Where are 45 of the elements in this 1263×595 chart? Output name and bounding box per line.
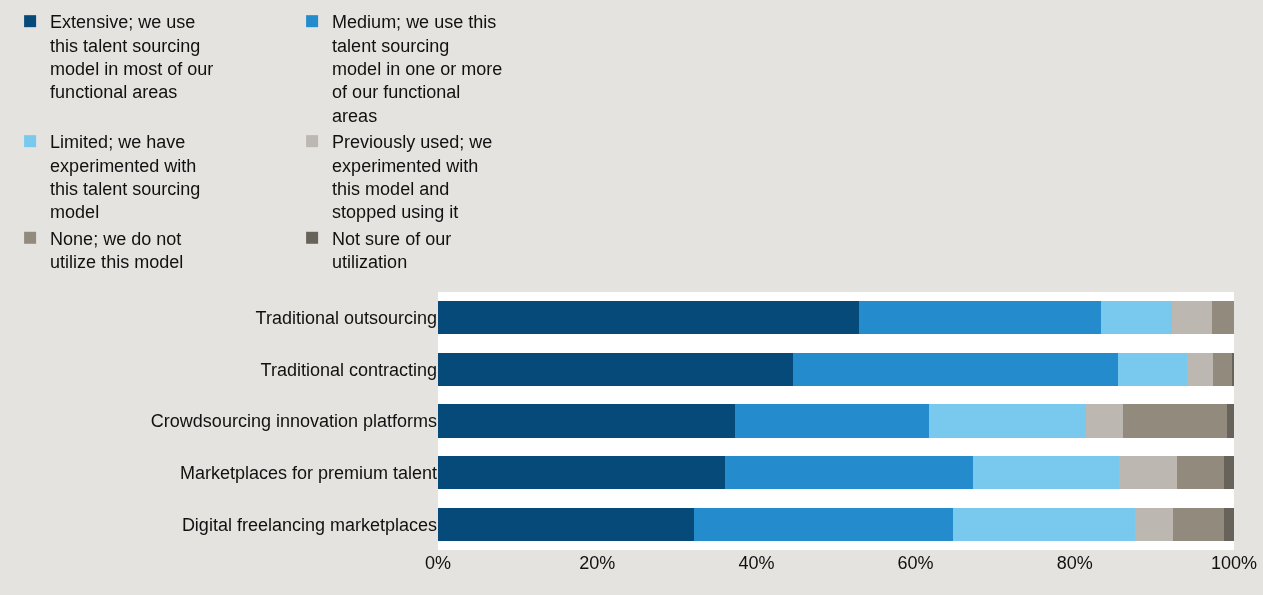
bar	[725, 456, 973, 490]
y-tick-label: Crowdsourcing innovation platforms	[150, 411, 437, 432]
bar	[1213, 352, 1232, 386]
bar	[1224, 507, 1234, 541]
bar	[438, 456, 726, 490]
bar	[694, 507, 954, 541]
bar	[1177, 456, 1224, 490]
x-tick-label: 80%	[1056, 553, 1093, 573]
bar	[859, 301, 1102, 335]
legend-label: Not sure of our utilization	[332, 228, 452, 273]
bar	[793, 352, 1118, 386]
bar	[1119, 456, 1178, 490]
bar	[438, 507, 695, 541]
bar	[1211, 301, 1234, 335]
legend-label: Limited; we have experimented with this talent sourcing model	[50, 132, 201, 223]
bar	[953, 507, 1136, 541]
legend-label: None; we do not utilize this model	[50, 228, 184, 273]
bar	[438, 352, 794, 386]
legend-label: Medium; we use this talent sourcing model in one or more of our functional areas	[332, 12, 503, 126]
bar	[734, 404, 930, 438]
bar	[1223, 456, 1234, 490]
x-tick-label: 100%	[1210, 553, 1258, 573]
bar	[1172, 507, 1225, 541]
y-tick-label: Traditional contracting	[260, 359, 437, 380]
x-tick-label: 60%	[897, 553, 934, 573]
y-tick-label: Marketplaces for premium talent	[179, 462, 437, 483]
bar	[438, 301, 860, 335]
x-tick-label: 40%	[738, 553, 775, 573]
bar	[1101, 301, 1172, 335]
bar	[1122, 404, 1227, 438]
legend-label: Previously used; we experimented with this model and stopped using it	[332, 132, 493, 223]
x-tick-label: 20%	[579, 553, 616, 573]
bar	[1085, 404, 1123, 438]
bar	[1117, 352, 1188, 386]
bar	[972, 456, 1120, 490]
bar	[929, 404, 1086, 438]
y-tick-label: Digital freelancing marketplaces	[181, 514, 437, 535]
bar	[438, 404, 735, 438]
bar	[1135, 507, 1173, 541]
y-tick-label: Traditional outsourcing	[255, 308, 437, 329]
bar	[1187, 352, 1214, 386]
legend-label: Extensive; we use this talent sourcing model in most of our functional areas	[50, 12, 214, 103]
bar	[1226, 404, 1234, 438]
x-tick-label: 0%	[424, 553, 452, 573]
bar	[1171, 301, 1212, 335]
